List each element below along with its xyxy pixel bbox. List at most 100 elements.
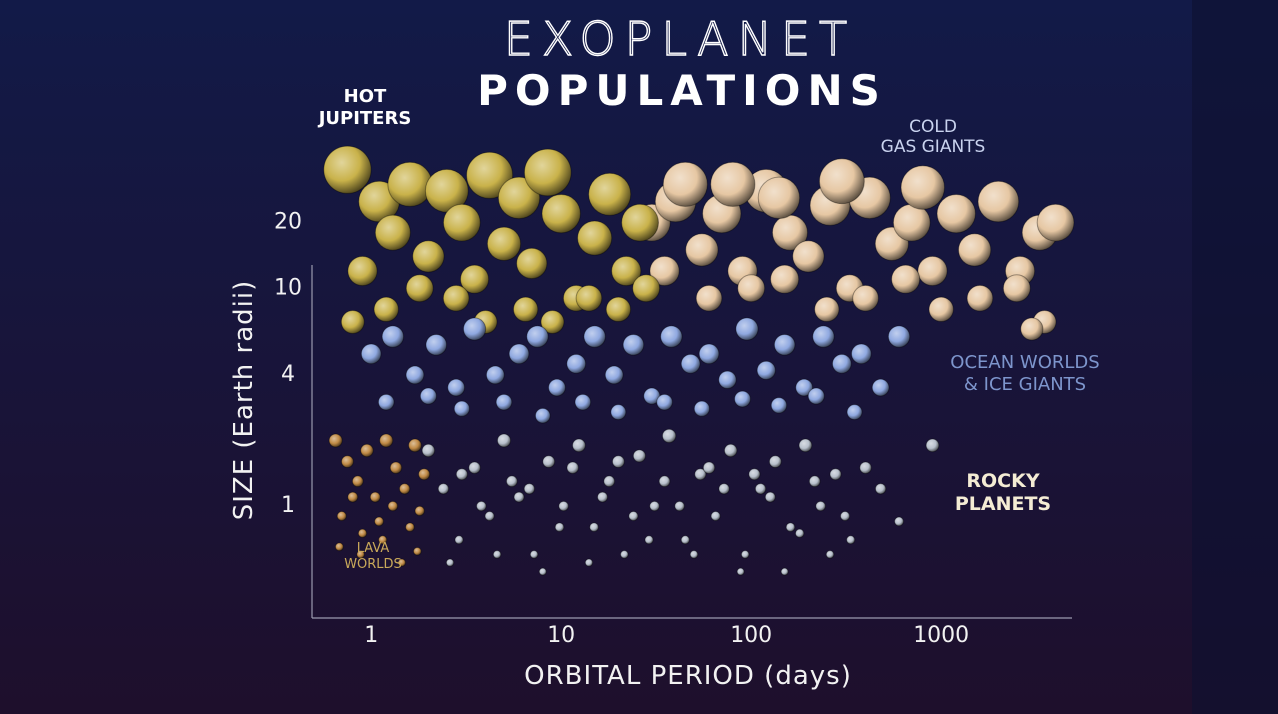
population-label: ROCKY PLANETS: [954, 470, 1052, 515]
planet: [785, 522, 796, 533]
planet: [387, 161, 433, 207]
planet: [445, 558, 455, 567]
planet: [374, 516, 385, 527]
planet: [323, 145, 372, 194]
planet: [756, 360, 776, 380]
planet: [887, 325, 911, 348]
planet: [558, 500, 569, 512]
planet: [748, 468, 761, 481]
planet: [859, 461, 872, 474]
planet: [389, 461, 403, 474]
planet: [604, 365, 624, 385]
planet: [405, 274, 434, 303]
y-tick-label: 20: [274, 210, 302, 235]
population-label: HOT JUPITERS: [318, 86, 412, 129]
planet: [548, 378, 566, 397]
x-axis-title: ORBITAL PERIOD (days): [524, 661, 852, 691]
planet: [584, 558, 594, 567]
planet: [485, 365, 505, 385]
planet: [894, 516, 904, 527]
planet: [718, 483, 730, 495]
planet: [649, 500, 660, 512]
planet: [577, 220, 613, 256]
planet: [589, 522, 599, 533]
planet: [583, 325, 606, 348]
planet: [442, 284, 470, 312]
planet: [900, 165, 946, 210]
planet: [770, 397, 788, 414]
planet: [764, 491, 776, 503]
planet: [685, 233, 719, 267]
planet: [662, 161, 708, 207]
planet: [425, 334, 448, 356]
planet: [644, 535, 654, 545]
planet: [405, 522, 415, 533]
planet: [674, 500, 685, 512]
planet: [957, 233, 992, 267]
planet: [829, 468, 842, 481]
planet: [413, 546, 422, 556]
planet: [874, 483, 887, 495]
planet: [694, 468, 707, 481]
planet: [369, 491, 381, 503]
planet: [542, 455, 556, 469]
planet: [928, 296, 954, 323]
planet: [621, 203, 659, 242]
planet: [768, 455, 782, 469]
planet: [597, 491, 609, 503]
planet: [808, 475, 821, 488]
planet: [632, 274, 661, 303]
planet: [497, 176, 541, 220]
planet: [360, 343, 382, 365]
planet: [328, 433, 343, 448]
population-label: COLD GAS GIANTS: [880, 117, 986, 158]
planet: [505, 475, 518, 488]
planet: [620, 550, 629, 559]
planet: [680, 535, 690, 545]
planet: [334, 542, 344, 552]
planet: [374, 214, 411, 251]
planet: [936, 193, 976, 234]
planet: [611, 455, 625, 469]
planet: [846, 404, 863, 421]
planet: [523, 483, 536, 495]
planet: [780, 567, 789, 576]
planet: [566, 461, 579, 474]
planet: [660, 325, 683, 348]
planet: [840, 511, 851, 522]
planet: [397, 558, 407, 567]
planet: [792, 240, 825, 273]
planet: [852, 284, 879, 312]
planet: [689, 550, 699, 559]
planet: [698, 343, 720, 365]
planet: [710, 161, 756, 207]
planet: [807, 387, 825, 405]
planet: [680, 353, 701, 374]
planet: [814, 296, 840, 323]
planet: [695, 284, 723, 312]
planet: [529, 550, 539, 559]
planet: [377, 393, 395, 411]
y-tick-label: 4: [281, 362, 295, 387]
planet: [572, 438, 586, 453]
planet: [603, 475, 616, 488]
planet: [541, 193, 581, 234]
planet: [484, 511, 495, 522]
planet: [492, 550, 502, 559]
planet: [736, 567, 745, 576]
planet: [538, 567, 547, 576]
planet: [442, 203, 481, 242]
planet: [754, 483, 767, 495]
planet: [460, 264, 490, 294]
planet: [693, 400, 710, 417]
planet: [468, 461, 481, 474]
planet: [336, 511, 347, 522]
planet: [795, 378, 814, 397]
planet: [526, 325, 549, 348]
planet: [702, 461, 716, 474]
planet: [453, 400, 470, 417]
planet: [566, 353, 587, 374]
